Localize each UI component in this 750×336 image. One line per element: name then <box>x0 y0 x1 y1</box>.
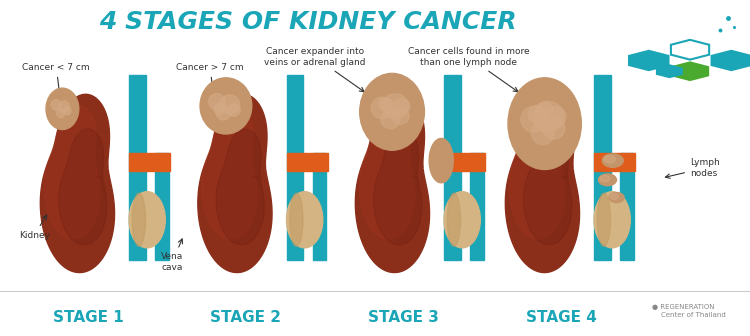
Ellipse shape <box>604 156 615 163</box>
Bar <box>470 153 484 260</box>
Bar <box>129 153 170 171</box>
Polygon shape <box>524 129 572 245</box>
Ellipse shape <box>209 94 225 110</box>
Bar <box>594 153 635 171</box>
Ellipse shape <box>286 192 322 248</box>
Ellipse shape <box>200 78 252 134</box>
Text: ● REGENERATION
    Center of Thailand: ● REGENERATION Center of Thailand <box>652 303 726 318</box>
Ellipse shape <box>520 106 547 132</box>
Bar <box>620 153 634 260</box>
Polygon shape <box>509 105 565 239</box>
Text: STAGE 3: STAGE 3 <box>368 310 439 325</box>
Ellipse shape <box>220 95 240 114</box>
Ellipse shape <box>598 174 616 186</box>
Text: STAGE 4: STAGE 4 <box>526 310 596 325</box>
Polygon shape <box>216 129 264 245</box>
Polygon shape <box>671 40 710 59</box>
Ellipse shape <box>51 99 61 110</box>
Polygon shape <box>710 50 750 71</box>
Ellipse shape <box>379 97 393 111</box>
Bar <box>444 153 485 171</box>
Ellipse shape <box>597 193 610 246</box>
Ellipse shape <box>533 101 564 132</box>
Ellipse shape <box>46 88 79 130</box>
Ellipse shape <box>382 94 408 118</box>
Ellipse shape <box>610 194 618 199</box>
Ellipse shape <box>216 106 230 120</box>
Bar <box>313 153 326 260</box>
Bar <box>286 75 303 260</box>
Ellipse shape <box>371 97 394 119</box>
Text: Cancer < 7 cm: Cancer < 7 cm <box>22 63 90 93</box>
Text: Lymph
nodes: Lymph nodes <box>665 158 720 178</box>
Ellipse shape <box>528 105 547 124</box>
Polygon shape <box>202 105 257 239</box>
Ellipse shape <box>381 110 400 129</box>
Ellipse shape <box>602 154 623 167</box>
Text: Kidney: Kidney <box>19 215 50 240</box>
Text: Vena
cava: Vena cava <box>161 239 184 272</box>
Ellipse shape <box>290 193 303 246</box>
Polygon shape <box>671 61 710 81</box>
Ellipse shape <box>214 103 225 114</box>
Ellipse shape <box>391 107 410 124</box>
Ellipse shape <box>543 117 565 139</box>
Polygon shape <box>356 94 430 272</box>
Polygon shape <box>58 129 106 245</box>
Ellipse shape <box>57 108 64 118</box>
Ellipse shape <box>536 102 553 118</box>
Polygon shape <box>628 50 670 71</box>
Text: Cancer expander into
veins or adrenal gland: Cancer expander into veins or adrenal gl… <box>264 47 366 92</box>
Text: 4 STAGES OF KIDNEY CANCER: 4 STAGES OF KIDNEY CANCER <box>99 10 516 34</box>
Ellipse shape <box>508 78 581 169</box>
Polygon shape <box>374 129 422 245</box>
Polygon shape <box>198 94 272 272</box>
Ellipse shape <box>360 73 424 150</box>
Ellipse shape <box>545 107 566 127</box>
Bar <box>594 75 610 260</box>
Text: Cancer > 7 cm: Cancer > 7 cm <box>176 63 244 93</box>
Ellipse shape <box>429 138 453 183</box>
Polygon shape <box>506 94 580 272</box>
Bar <box>129 75 146 260</box>
Ellipse shape <box>600 175 610 182</box>
Text: STAGE 1: STAGE 1 <box>53 310 124 325</box>
Polygon shape <box>40 94 115 272</box>
Ellipse shape <box>394 98 410 114</box>
Bar <box>444 75 460 260</box>
Ellipse shape <box>132 193 146 246</box>
Ellipse shape <box>447 193 460 246</box>
Polygon shape <box>656 64 683 78</box>
Ellipse shape <box>531 121 554 144</box>
Bar <box>286 153 328 171</box>
Ellipse shape <box>58 101 69 113</box>
Ellipse shape <box>227 104 240 117</box>
Ellipse shape <box>609 193 624 203</box>
Text: Cancer cells found in more
than one lymph node: Cancer cells found in more than one lymp… <box>408 47 530 92</box>
Polygon shape <box>44 105 100 239</box>
Bar <box>155 153 169 260</box>
Ellipse shape <box>129 192 165 248</box>
Ellipse shape <box>64 107 71 115</box>
Text: STAGE 2: STAGE 2 <box>211 310 281 325</box>
Polygon shape <box>359 105 415 239</box>
Ellipse shape <box>594 192 630 248</box>
Ellipse shape <box>444 192 480 248</box>
